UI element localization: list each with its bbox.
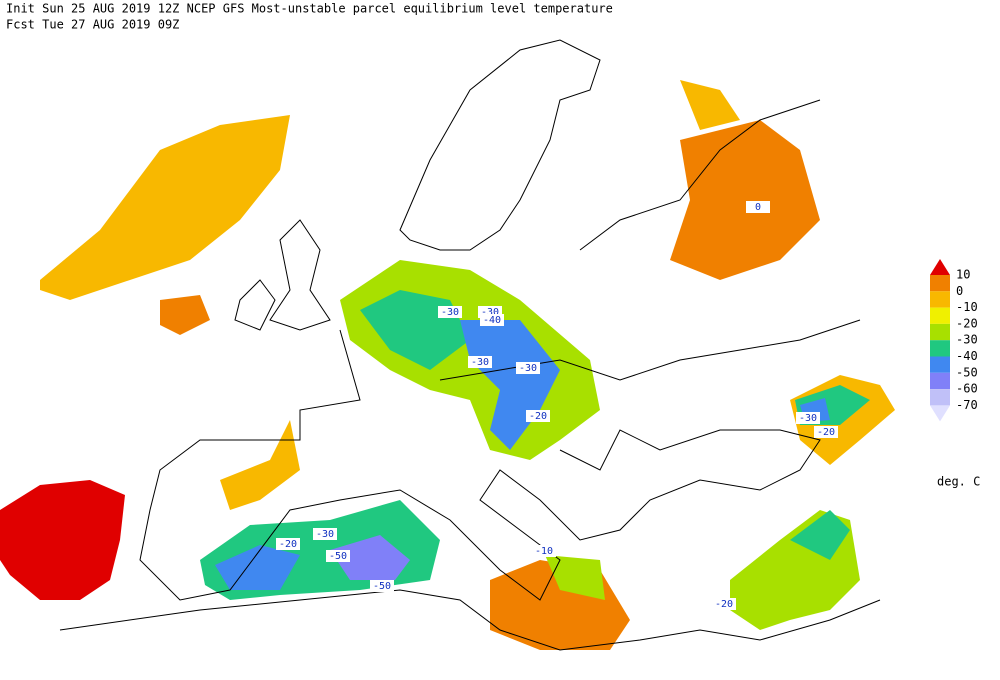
contour-label: -20 bbox=[715, 599, 733, 610]
contour-label-bg bbox=[516, 362, 540, 374]
contour-label: -30 bbox=[481, 307, 499, 318]
legend-label: -50 bbox=[956, 365, 978, 379]
contour-label: -50 bbox=[373, 581, 391, 592]
legend-label: -30 bbox=[956, 333, 978, 347]
area bbox=[0, 480, 125, 600]
header-line2: Fcst Tue 27 AUG 2019 09Z bbox=[6, 18, 179, 32]
border bbox=[579, 99, 821, 251]
contour-label-bg bbox=[438, 306, 462, 318]
legend-triangle bbox=[930, 405, 950, 422]
contour-label-bg bbox=[313, 528, 337, 540]
contour-label-bg bbox=[532, 545, 556, 557]
contour-label: -30 bbox=[316, 529, 334, 540]
contour-label: -30 bbox=[441, 307, 459, 318]
contour-label-bg bbox=[814, 426, 838, 438]
legend-label: -40 bbox=[956, 349, 978, 363]
contour-label-bg bbox=[480, 314, 504, 326]
coastline bbox=[269, 219, 331, 331]
legend-label: -60 bbox=[956, 382, 978, 396]
contour-label: -20 bbox=[279, 539, 297, 550]
contour-label-bg bbox=[526, 410, 550, 422]
legend-swatch bbox=[930, 323, 950, 341]
contour-label: -30 bbox=[799, 413, 817, 424]
contour-label-bg bbox=[796, 412, 820, 424]
area bbox=[330, 535, 410, 580]
legend-label: -10 bbox=[956, 300, 978, 314]
coastline bbox=[399, 39, 601, 251]
area bbox=[40, 115, 290, 300]
legend-label: 0 bbox=[956, 284, 963, 298]
contour-label-bg bbox=[712, 598, 736, 610]
legend-unit: deg. C bbox=[937, 475, 980, 489]
contour-labels: -30 -30-40-30-30-20 -30-20-20-30-50-50-10-… bbox=[276, 201, 838, 610]
coastline bbox=[59, 589, 881, 651]
border bbox=[439, 319, 861, 381]
area bbox=[160, 295, 210, 335]
contour-label-bg bbox=[468, 356, 492, 368]
coastline bbox=[234, 279, 276, 331]
area bbox=[460, 320, 560, 450]
contour-label: -30 bbox=[471, 357, 489, 368]
area bbox=[790, 510, 850, 560]
area bbox=[670, 120, 820, 280]
contour-label: -50 bbox=[329, 551, 347, 562]
legend-swatch bbox=[930, 275, 950, 292]
contour-label: 0 bbox=[755, 202, 761, 213]
area bbox=[220, 420, 300, 510]
area bbox=[545, 555, 605, 600]
legend-swatch bbox=[930, 372, 950, 390]
legend-triangle bbox=[930, 259, 950, 275]
legend-label: -70 bbox=[956, 398, 978, 412]
contour-label: -30 bbox=[519, 363, 537, 374]
legend-label: -20 bbox=[956, 316, 978, 330]
contour-label-bg bbox=[326, 550, 350, 562]
contour-label: -20 bbox=[817, 427, 835, 438]
legend-swatch bbox=[930, 291, 950, 308]
contour-label: -20 bbox=[529, 411, 547, 422]
legend: 10 0 -10 -20 -30 -40 -50 -60 -70 deg. C bbox=[930, 259, 980, 489]
contour-label-bg bbox=[370, 580, 394, 592]
header-line1: Init Sun 25 AUG 2019 12Z NCEP GFS Most-u… bbox=[6, 2, 613, 16]
contour-label-bg bbox=[746, 201, 770, 213]
legend-label: 10 bbox=[956, 268, 970, 282]
legend-swatch bbox=[930, 356, 950, 373]
contour-label: -40 bbox=[483, 315, 501, 326]
legend-swatch bbox=[930, 307, 950, 324]
contour-label-bg bbox=[276, 538, 300, 550]
area bbox=[215, 545, 300, 590]
legend-swatch bbox=[930, 389, 950, 406]
contour-label: -10 bbox=[535, 546, 553, 557]
legend-swatch bbox=[930, 340, 950, 357]
area bbox=[680, 80, 740, 130]
